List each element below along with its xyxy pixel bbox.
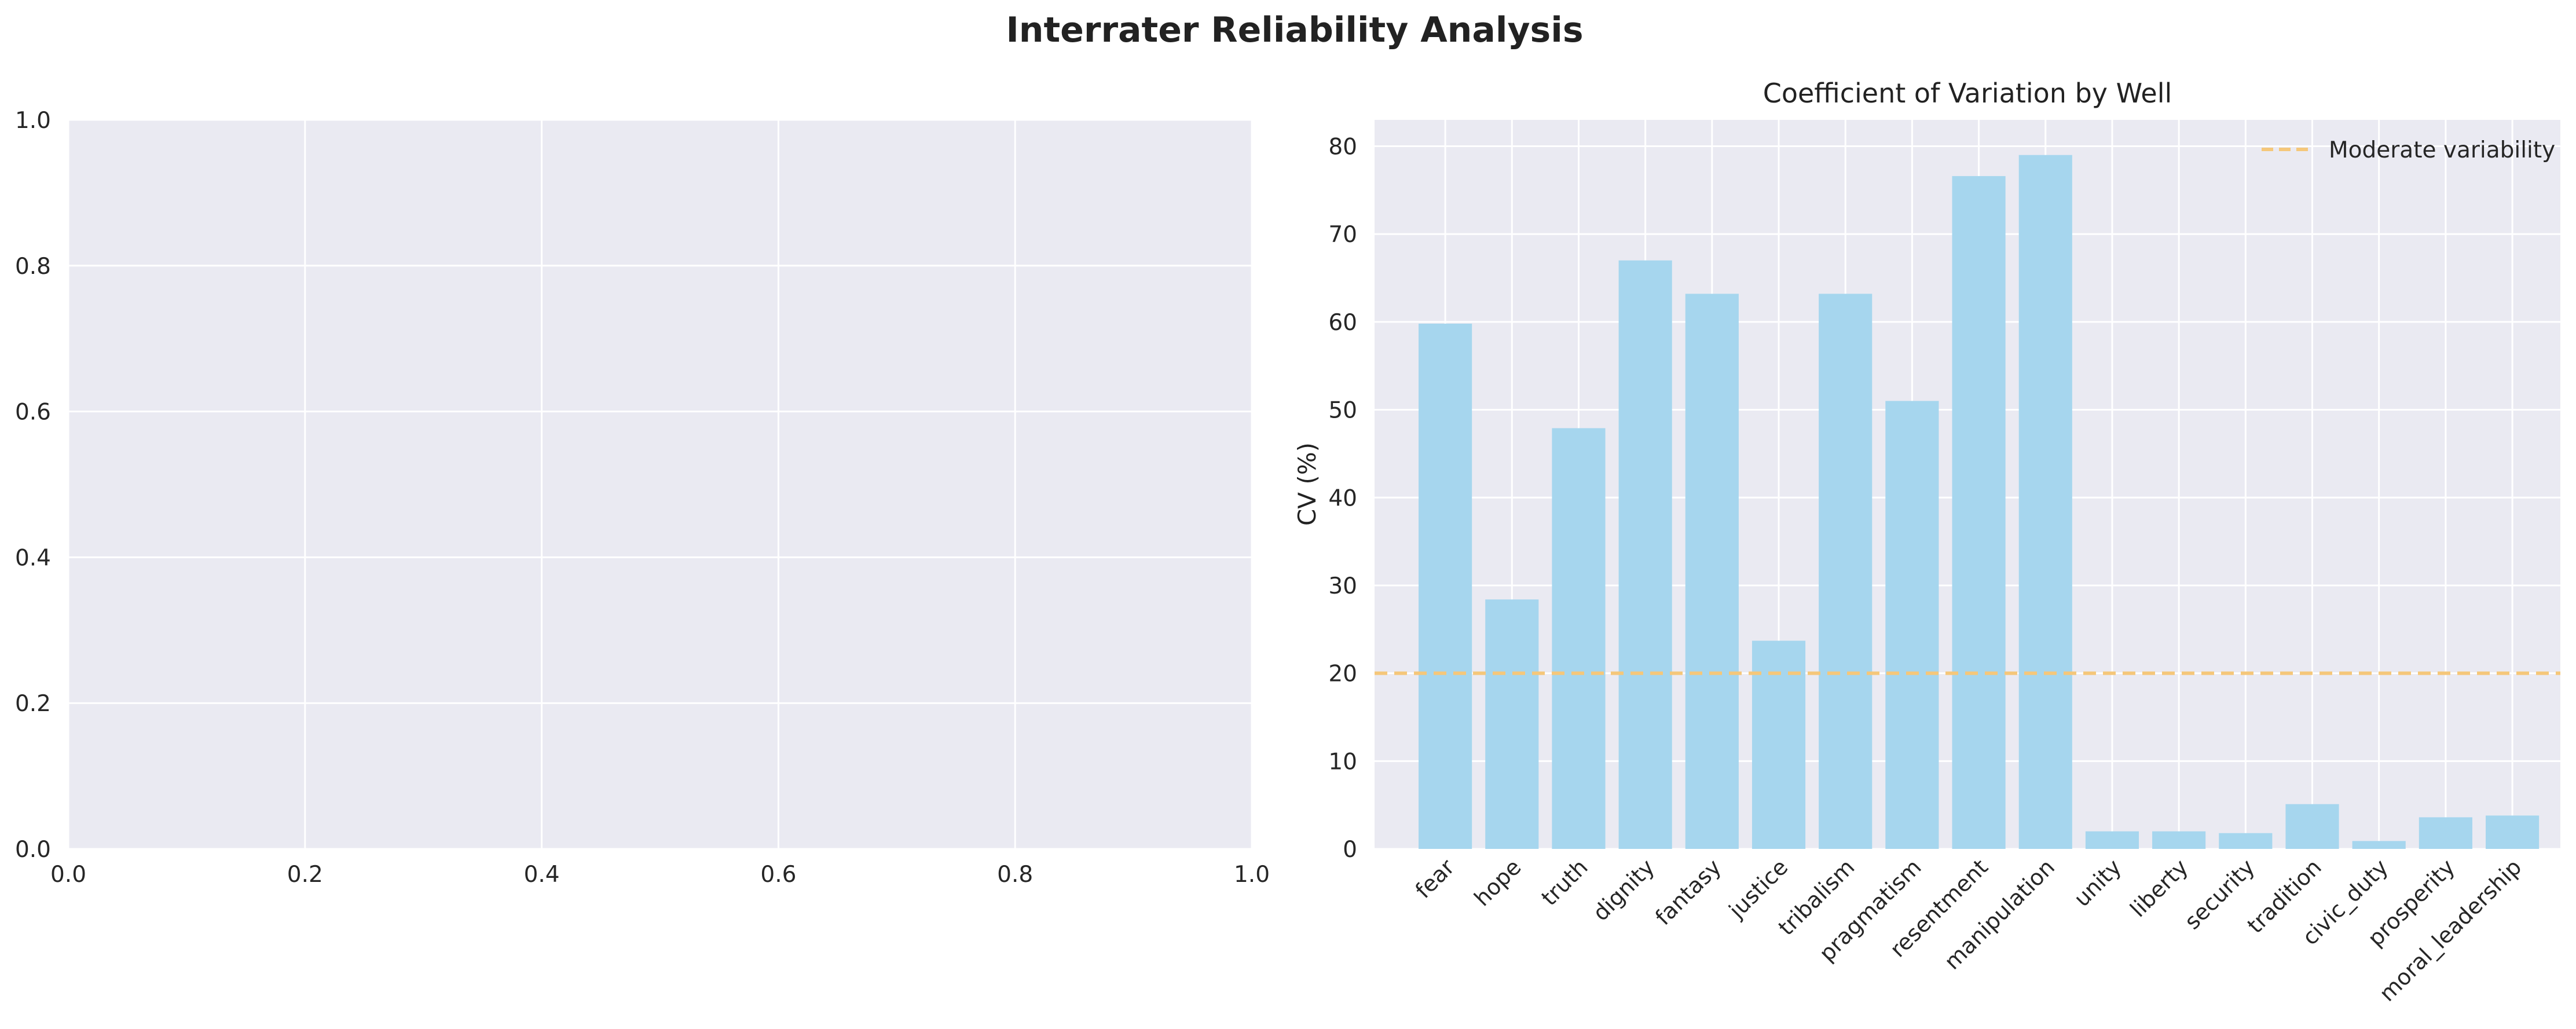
bar-prosperity — [2419, 817, 2472, 849]
right-y-tick-label: 30 — [1328, 573, 1357, 599]
right-y-tick-label: 20 — [1328, 661, 1357, 687]
bar-fantasy — [1685, 294, 1739, 849]
left-plot-area — [68, 120, 1252, 849]
bar-pragmatism — [1885, 401, 1939, 849]
bar-security — [2219, 833, 2273, 849]
legend: Moderate variability — [2262, 137, 2555, 163]
left-x-tick-label: 1.0 — [1234, 862, 1270, 888]
right-chart: Coefficient of Variation by Well 0 10 20 30… — [1293, 78, 2560, 1006]
left-y-tick-label: 0.8 — [15, 254, 51, 280]
right-y-tick-label: 60 — [1328, 310, 1357, 336]
bar-manipulation — [2018, 155, 2072, 849]
bar-tradition — [2285, 804, 2339, 849]
right-y-tick-label: 40 — [1328, 485, 1357, 511]
right-y-tick-label: 80 — [1328, 134, 1357, 160]
bar-dignity — [1618, 260, 1672, 849]
left-x-tick-label: 0.4 — [524, 862, 560, 888]
legend-label: Moderate variability — [2329, 137, 2555, 163]
right-y-tick-label: 10 — [1328, 749, 1357, 775]
x-tick-label: truth — [1537, 854, 1593, 910]
bar-justice — [1751, 640, 1806, 849]
bar-truth — [1552, 428, 1606, 849]
bar-hope — [1485, 599, 1539, 849]
left-chart: 0.0 0.2 0.4 0.6 0.8 1.0 0.0 0.2 0.4 0.6 0.8 1.0 — [15, 108, 1270, 888]
bar-liberty — [2152, 831, 2206, 849]
left-x-tick-label: 0.0 — [50, 862, 86, 888]
y-axis-label: CV (%) — [1293, 442, 1321, 526]
left-y-tick-label: 0.4 — [15, 545, 51, 571]
x-tick-label: liberty — [2125, 854, 2193, 922]
left-x-tick-label: 0.6 — [760, 862, 796, 888]
bar-unity — [2085, 831, 2139, 849]
x-tick-label: fantasy — [1650, 854, 1726, 930]
figure-title: Interrater Reliability Analysis — [1006, 10, 1583, 50]
right-y-tick-label: 50 — [1328, 398, 1357, 424]
x-tick-label: dignity — [1588, 854, 1659, 926]
x-tick-label: fear — [1410, 854, 1460, 903]
right-y-tick-label: 0 — [1343, 837, 1357, 863]
bar-civic_duty — [2352, 841, 2406, 849]
bar-moral_leadership — [2485, 815, 2540, 849]
left-y-tick-label: 0.2 — [15, 691, 51, 717]
right-y-tick-label: 70 — [1328, 222, 1357, 248]
left-x-tick-label: 0.8 — [997, 862, 1033, 888]
bar-fear — [1419, 323, 1472, 849]
left-x-tick-label: 0.2 — [287, 862, 323, 888]
right-chart-title: Coefficient of Variation by Well — [1763, 78, 2172, 109]
bar-resentment — [1952, 176, 2006, 849]
x-tick-label: hope — [1469, 854, 1526, 911]
x-tick-label: unity — [2069, 854, 2126, 911]
left-y-tick-label: 0.0 — [15, 837, 51, 863]
left-y-tick-label: 1.0 — [15, 108, 51, 134]
bar-tribalism — [1819, 294, 1873, 849]
left-y-tick-label: 0.6 — [15, 400, 51, 426]
